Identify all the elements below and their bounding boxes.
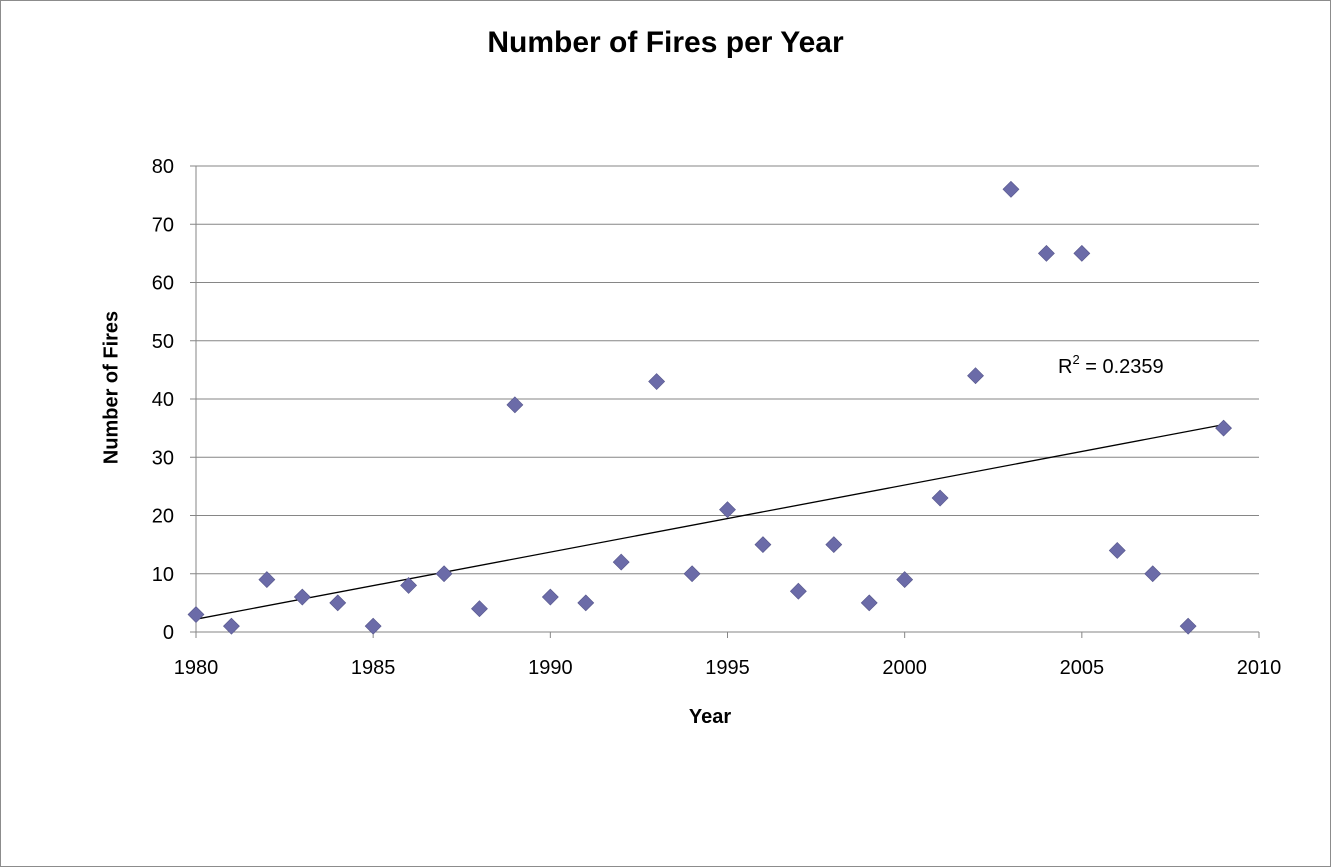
y-tick-label: 10	[152, 564, 174, 586]
data-point	[612, 553, 630, 571]
data-point	[1002, 180, 1020, 198]
data-point	[293, 588, 311, 606]
data-point	[1073, 244, 1091, 262]
data-point	[364, 617, 382, 635]
data-point	[1144, 565, 1162, 583]
data-point	[329, 594, 347, 612]
y-tick-label: 30	[152, 447, 174, 469]
data-point	[825, 536, 843, 554]
y-tick-label: 40	[152, 389, 174, 411]
data-point	[896, 571, 914, 588]
data-point	[754, 536, 772, 554]
x-tick-label: 1980	[174, 657, 219, 679]
y-tick-label: 20	[152, 506, 174, 528]
trendline	[195, 423, 1224, 620]
data-point	[1108, 542, 1126, 559]
data-point	[860, 594, 878, 612]
x-axis-title: Year	[688, 706, 732, 728]
data-point	[187, 606, 205, 623]
r-squared-symbol: R	[1058, 356, 1072, 378]
data-point	[967, 367, 984, 385]
data-point	[258, 571, 276, 588]
y-tick-label: 70	[152, 214, 174, 236]
x-tick-label: 1995	[705, 657, 750, 679]
y-tick-label: 50	[152, 331, 174, 353]
trendline-group	[195, 423, 1224, 620]
x-tick-label: 2000	[882, 657, 927, 679]
x-tick-label: 2010	[1237, 657, 1282, 679]
data-point	[1215, 419, 1232, 437]
data-point	[471, 600, 488, 618]
y-axis-title: Number of Fires	[100, 310, 123, 465]
data-point	[577, 594, 595, 612]
data-point	[648, 373, 666, 390]
y-tick-label: 80	[152, 156, 174, 178]
data-point	[541, 588, 559, 606]
data-point	[789, 582, 807, 600]
r-squared-value: = 0.2359	[1080, 356, 1164, 378]
x-tick-label: 1985	[351, 657, 396, 679]
data-point	[223, 617, 240, 635]
r-squared-label: R2 = 0.2359	[1058, 352, 1164, 378]
y-tick-label: 0	[163, 622, 174, 644]
data-point	[435, 565, 453, 583]
gridlines	[196, 165, 1259, 575]
axes	[190, 165, 1260, 638]
chart-title: Number of Fires per Year	[487, 26, 844, 59]
data-point	[1037, 244, 1055, 262]
x-tick-label: 2005	[1060, 657, 1105, 679]
data-point	[719, 501, 736, 519]
y-tick-label: 60	[152, 273, 174, 295]
data-point	[400, 576, 418, 594]
data-point	[506, 396, 524, 414]
data-point	[931, 489, 949, 507]
r-squared-exponent: 2	[1072, 352, 1079, 367]
data-points	[187, 180, 1232, 635]
data-point	[683, 565, 701, 583]
data-point	[1179, 617, 1197, 635]
tick-labels: 0 10 20 30 40 50 60 70 80 1980 1985 1990 1995 2000 200…	[152, 156, 1282, 679]
x-tick-label: 1990	[528, 657, 573, 679]
